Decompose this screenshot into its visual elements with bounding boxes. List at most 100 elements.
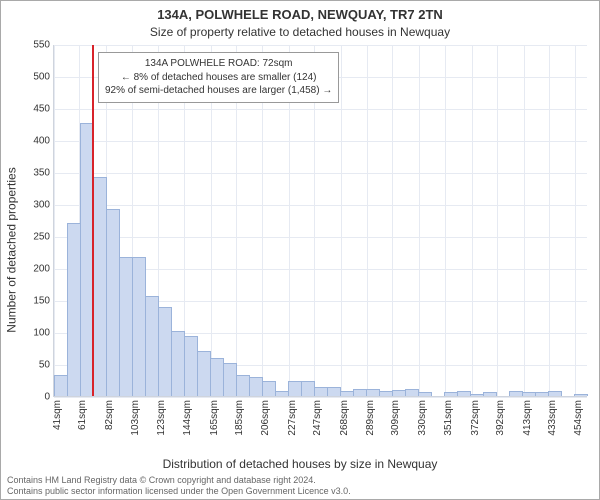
x-tick-label: 206sqm	[260, 400, 271, 436]
info-box-line: 134A POLWHELE ROAD: 72sqm	[105, 57, 332, 71]
gridline-horizontal	[54, 205, 587, 206]
histogram-bar	[54, 375, 68, 396]
histogram-bar	[119, 257, 133, 396]
chart-footer: Contains HM Land Registry data © Crown c…	[1, 475, 600, 497]
histogram-bar	[509, 391, 523, 396]
y-tick-label: 450	[33, 104, 54, 115]
x-tick-label: 268sqm	[339, 400, 350, 436]
y-tick-label: 350	[33, 168, 54, 179]
x-tick-label: 82sqm	[104, 400, 115, 430]
x-tick-label: 392sqm	[495, 400, 506, 436]
reference-marker	[92, 45, 94, 396]
x-tick-label: 123sqm	[156, 400, 167, 436]
histogram-bar	[249, 377, 263, 396]
x-tick-label: 227sqm	[287, 400, 298, 436]
histogram-bar	[548, 391, 562, 396]
histogram-bar	[483, 392, 497, 396]
histogram-bar	[158, 307, 172, 396]
gridline-vertical	[367, 45, 368, 396]
chart-title: 134A, POLWHELE ROAD, NEWQUAY, TR7 2TN	[1, 7, 599, 22]
gridline-vertical	[524, 45, 525, 396]
histogram-bar	[405, 389, 419, 396]
y-tick-label: 300	[33, 200, 54, 211]
y-tick-label: 400	[33, 136, 54, 147]
histogram-bar	[574, 394, 588, 396]
histogram-bar	[418, 392, 432, 396]
histogram-bar	[275, 391, 289, 396]
gridline-horizontal	[54, 237, 587, 238]
y-tick-label: 100	[33, 328, 54, 339]
gridline-vertical	[549, 45, 550, 396]
histogram-bar	[106, 209, 120, 396]
histogram-bar	[340, 391, 354, 396]
y-tick-label: 550	[33, 40, 54, 51]
histogram-bar	[93, 177, 107, 396]
gridline-horizontal	[54, 173, 587, 174]
y-tick-label: 50	[39, 360, 54, 371]
histogram-bar	[470, 394, 484, 396]
histogram-bar	[262, 381, 276, 396]
x-tick-label: 372sqm	[470, 400, 481, 436]
histogram-bar	[184, 336, 198, 396]
histogram-bar	[67, 223, 81, 396]
histogram-bar	[197, 351, 211, 396]
y-tick-label: 250	[33, 232, 54, 243]
x-tick-label: 144sqm	[182, 400, 193, 436]
gridline-horizontal	[54, 109, 587, 110]
histogram-bar	[392, 390, 406, 396]
histogram-bar	[535, 392, 549, 396]
y-tick-label: 500	[33, 72, 54, 83]
histogram-bar	[288, 381, 302, 396]
x-tick-label: 289sqm	[365, 400, 376, 436]
info-box-line: 92% of semi-detached houses are larger (…	[105, 84, 332, 98]
x-tick-label: 103sqm	[130, 400, 141, 436]
footer-line-1: Contains HM Land Registry data © Crown c…	[7, 475, 600, 486]
chart-container: 134A, POLWHELE ROAD, NEWQUAY, TR7 2TN Si…	[0, 0, 600, 500]
histogram-bar	[366, 389, 380, 396]
x-tick-label: 185sqm	[234, 400, 245, 436]
histogram-bar	[522, 392, 536, 396]
y-axis-label: Number of detached properties	[5, 1, 19, 499]
gridline-vertical	[341, 45, 342, 396]
histogram-bar	[444, 392, 458, 396]
x-tick-label: 330sqm	[417, 400, 428, 436]
gridline-vertical	[419, 45, 420, 396]
x-tick-label: 433sqm	[547, 400, 558, 436]
gridline-vertical	[472, 45, 473, 396]
histogram-bar	[210, 358, 224, 396]
x-tick-label: 351sqm	[443, 400, 454, 436]
gridline-vertical	[392, 45, 393, 396]
gridline-horizontal	[54, 141, 587, 142]
histogram-bar	[353, 389, 367, 396]
gridline-vertical	[575, 45, 576, 396]
plot-area: 05010015020025030035040045050055041sqm61…	[53, 45, 587, 397]
gridline-vertical	[445, 45, 446, 396]
footer-line-2: Contains public sector information licen…	[7, 486, 600, 497]
gridline-vertical	[54, 45, 55, 396]
chart-subtitle: Size of property relative to detached ho…	[1, 25, 599, 39]
info-box: 134A POLWHELE ROAD: 72sqm← 8% of detache…	[98, 52, 339, 103]
x-tick-label: 41sqm	[52, 400, 63, 430]
histogram-bar	[171, 331, 185, 396]
y-tick-label: 200	[33, 264, 54, 275]
histogram-bar	[327, 387, 341, 396]
histogram-bar	[132, 257, 146, 396]
gridline-horizontal	[54, 45, 587, 46]
gridline-horizontal	[54, 397, 587, 398]
x-tick-label: 309sqm	[390, 400, 401, 436]
histogram-bar	[457, 391, 471, 396]
info-box-line: ← 8% of detached houses are smaller (124…	[105, 71, 332, 85]
x-tick-label: 454sqm	[573, 400, 584, 436]
gridline-vertical	[497, 45, 498, 396]
histogram-bar	[145, 296, 159, 396]
histogram-bar	[301, 381, 315, 396]
x-tick-label: 247sqm	[312, 400, 323, 436]
x-axis-label: Distribution of detached houses by size …	[1, 457, 599, 471]
histogram-bar	[236, 375, 250, 396]
histogram-bar	[379, 391, 393, 396]
histogram-bar	[314, 387, 328, 396]
x-tick-label: 61sqm	[77, 400, 88, 430]
x-tick-label: 165sqm	[209, 400, 220, 436]
histogram-bar	[223, 363, 237, 396]
y-tick-label: 150	[33, 296, 54, 307]
